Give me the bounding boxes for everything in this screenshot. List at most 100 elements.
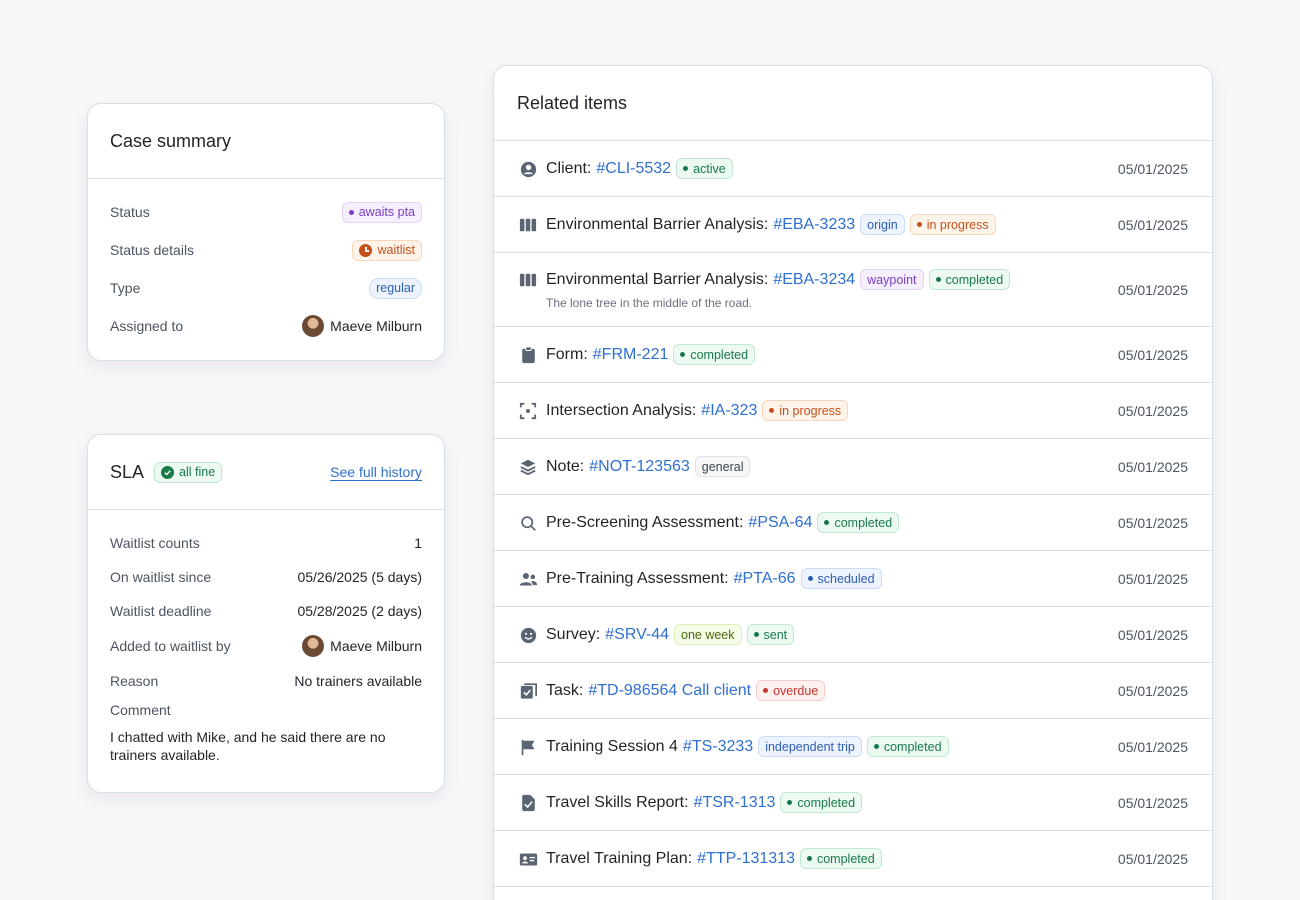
related-item-name: Travel Skills Report: bbox=[546, 793, 689, 811]
related-item-id-link[interactable]: #TS-3233 bbox=[682, 737, 754, 755]
related-item-badge-text: one week bbox=[681, 627, 735, 642]
related-item-row[interactable]: Travel Training Plan: #TTP-131313 comple… bbox=[494, 831, 1212, 887]
related-item-id-link[interactable]: #CLI-5532 bbox=[596, 159, 672, 177]
comment-label: Comment bbox=[110, 702, 171, 718]
waitlist-since-value: 05/26/2025 (5 days) bbox=[297, 569, 422, 585]
related-item-id-link[interactable]: #TTP-131313 bbox=[697, 849, 795, 867]
case-summary-header: Case summary bbox=[88, 104, 444, 179]
related-item-name: Environmental Barrier Analysis: bbox=[546, 215, 769, 233]
related-item-badge-text: general bbox=[701, 459, 744, 474]
related-item-badge-text: completed bbox=[690, 347, 749, 362]
related-item-date: 05/01/2025 bbox=[1117, 682, 1188, 699]
waitlist-deadline-value: 05/28/2025 (2 days) bbox=[297, 603, 422, 619]
added-by-row: Added to waitlist by Maeve Milburn bbox=[110, 628, 422, 664]
related-item-main: Environmental Barrier Analysis: #EBA-323… bbox=[518, 269, 1011, 310]
added-by-name: Maeve Milburn bbox=[330, 638, 422, 654]
related-item-badge: general bbox=[694, 456, 751, 477]
related-item-id-link[interactable]: #PSA-64 bbox=[748, 513, 813, 531]
related-item-badge-text: independent trip bbox=[765, 739, 855, 754]
added-by-user[interactable]: Maeve Milburn bbox=[302, 635, 422, 657]
related-item-row[interactable]: Pre-Training Assessment: #PTA-66 schedul… bbox=[494, 551, 1212, 607]
related-item-date: 05/01/2025 bbox=[1117, 281, 1188, 298]
related-item-name: Form: bbox=[546, 345, 588, 363]
waitlist-deadline-row: Waitlist deadline 05/28/2025 (2 days) bbox=[110, 594, 422, 628]
related-item-row[interactable]: Intersection Analysis: #IA-323 in progre… bbox=[494, 383, 1212, 439]
badge-dot bbox=[873, 744, 879, 749]
check-circle-icon bbox=[161, 465, 175, 479]
badge-dot bbox=[916, 222, 922, 227]
related-item-badge-text: scheduled bbox=[817, 571, 875, 586]
badge-dot bbox=[753, 632, 759, 637]
user-circle-icon bbox=[518, 159, 538, 179]
related-item-text: Pre-Training Assessment: #PTA-66 schedul… bbox=[546, 568, 882, 589]
related-item-row[interactable]: Travel Skills Report: #TSR-1313 complete… bbox=[494, 775, 1212, 831]
related-item-row[interactable]: Training Session 4 #TS-3233 independent … bbox=[494, 719, 1212, 775]
reason-value: No trainers available bbox=[294, 673, 422, 689]
sla-status-text: all fine bbox=[179, 465, 216, 479]
related-item-id-link[interactable]: #PTA-66 bbox=[733, 569, 796, 587]
related-item-text: Pre-Screening Assessment: #PSA-64 comple… bbox=[546, 512, 900, 533]
related-item-main: Form: #FRM-221 completed bbox=[518, 344, 756, 365]
related-item-id-link[interactable]: #FRM-221 bbox=[592, 345, 669, 363]
case-summary-card: Case summary Status awaits pta Status de… bbox=[87, 103, 445, 361]
related-item-date: 05/01/2025 bbox=[1117, 850, 1188, 867]
related-item-id-link[interactable]: #NOT-123563 bbox=[589, 457, 690, 475]
related-item-badge-text: waypoint bbox=[867, 272, 917, 287]
related-item-text: Client: #CLI-5532 active bbox=[546, 158, 733, 179]
related-item-text: Travel Training Plan: #TTP-131313 comple… bbox=[546, 848, 882, 869]
related-item-row[interactable]: Task: #TD-986564 Call client overdue 05/… bbox=[494, 663, 1212, 719]
related-item-main: Pre-Screening Assessment: #PSA-64 comple… bbox=[518, 512, 900, 533]
related-item-badge-text: origin bbox=[867, 217, 898, 232]
badge-dot bbox=[680, 352, 686, 357]
related-item-badge: one week bbox=[674, 624, 742, 645]
related-item-main: Survey: #SRV-44 one week sent bbox=[518, 624, 795, 645]
clipboard-icon bbox=[518, 345, 538, 365]
related-item-badge-text: active bbox=[693, 161, 726, 176]
comment-text: I chatted with Mike, and he said there a… bbox=[110, 729, 386, 763]
related-item-name: Environmental Barrier Analysis: bbox=[546, 270, 769, 288]
related-item-badge: in progress bbox=[762, 400, 849, 421]
related-item-row[interactable]: Client: #CLI-5532 active 05/01/2025 bbox=[494, 141, 1212, 197]
related-item-title-line: Note: #NOT-123563 general bbox=[546, 456, 751, 477]
related-item-name: Pre-Screening Assessment: bbox=[546, 513, 744, 531]
related-item-row[interactable]: Form: #FRM-221 completed 05/01/2025 bbox=[494, 327, 1212, 383]
related-item-row[interactable]: Environmental Barrier Analysis: #EBA-323… bbox=[494, 253, 1212, 327]
related-item-date: 05/01/2025 bbox=[1117, 160, 1188, 177]
assigned-row: Assigned to Maeve Milburn bbox=[110, 307, 422, 345]
related-item-id-link[interactable]: #EBA-3234 bbox=[773, 270, 856, 288]
related-item-id-link[interactable]: #IA-323 bbox=[701, 401, 758, 419]
related-item-row[interactable]: Survey: #SRV-44 one week sent 05/01/2025 bbox=[494, 607, 1212, 663]
related-item-title-line: Task: #TD-986564 Call client overdue bbox=[546, 680, 826, 701]
related-item-row[interactable]: Environmental Barrier Analysis: #EBA-323… bbox=[494, 197, 1212, 253]
search-icon bbox=[518, 513, 538, 533]
status-dot bbox=[348, 209, 354, 215]
related-item-name: Client: bbox=[546, 159, 592, 177]
type-row: Type regular bbox=[110, 269, 422, 307]
related-item-badge-text: in progress bbox=[779, 403, 842, 418]
related-item-text: Intersection Analysis: #IA-323 in progre… bbox=[546, 400, 849, 421]
reason-label: Reason bbox=[110, 673, 159, 689]
related-item-id-link[interactable]: #TD-986564 Call client bbox=[588, 681, 752, 699]
related-item-date: 05/01/2025 bbox=[1117, 794, 1188, 811]
assigned-label: Assigned to bbox=[110, 318, 184, 334]
related-item-badge: overdue bbox=[756, 680, 826, 701]
related-item-date: 05/01/2025 bbox=[1117, 402, 1188, 419]
status-details-badge: waitlist bbox=[352, 239, 422, 261]
related-item-row[interactable]: Note: #NOT-123563 general 05/01/2025 bbox=[494, 439, 1212, 495]
related-item-name: Task: bbox=[546, 681, 584, 699]
see-full-history-link[interactable]: See full history bbox=[330, 464, 422, 480]
related-item-badge: independent trip bbox=[758, 736, 862, 757]
related-item-badge: waypoint bbox=[860, 269, 924, 290]
assigned-user[interactable]: Maeve Milburn bbox=[302, 315, 422, 337]
id-card-icon bbox=[518, 849, 538, 869]
related-item-id-link[interactable]: #SRV-44 bbox=[605, 625, 669, 643]
related-item-text: Training Session 4 #TS-3233 independent … bbox=[546, 736, 949, 757]
related-item-subtitle: The lone tree in the middle of the road. bbox=[546, 296, 753, 310]
related-item-id-link[interactable]: #EBA-3233 bbox=[773, 215, 856, 233]
related-item-id-link[interactable]: #TSR-1313 bbox=[693, 793, 776, 811]
related-item-date: 05/01/2025 bbox=[1117, 570, 1188, 587]
related-item-text: Form: #FRM-221 completed bbox=[546, 344, 756, 365]
related-item-badge-text: completed bbox=[797, 795, 856, 810]
related-item-row[interactable]: Pre-Screening Assessment: #PSA-64 comple… bbox=[494, 495, 1212, 551]
related-item-main: Pre-Training Assessment: #PTA-66 schedul… bbox=[518, 568, 882, 589]
